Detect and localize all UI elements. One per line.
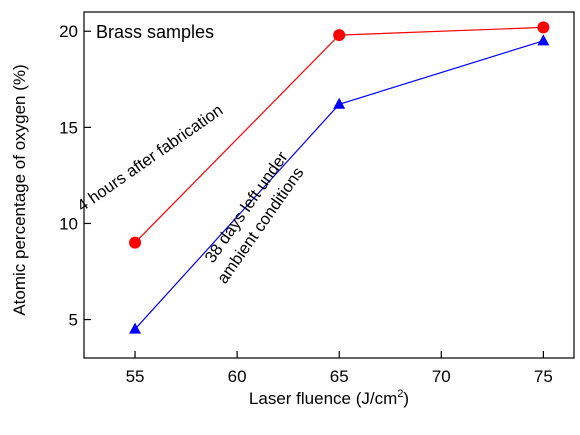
series-2-point [333,97,346,109]
x-tick-label: 55 [126,367,145,386]
y-tick-label: 20 [59,22,78,41]
x-axis-label-superscript: 2 [397,388,403,400]
series-2-line [134,40,544,330]
x-axis-ticks: 55 60 65 70 75 [126,351,553,386]
y-axis-ticks: 5 10 15 20 [59,22,91,330]
x-tick-label: 75 [534,367,553,386]
panel-label: Brass samples [96,22,214,42]
series-2-annotation: 38 days left under ambient conditions [196,145,312,287]
y-tick-label: 10 [59,214,78,233]
series-1-annotation: 4 hours after fabrication [74,101,226,215]
series-1-point [537,21,550,34]
x-axis-label-main: Laser fluence (J/cm [249,389,397,408]
series-1-point [333,29,346,42]
x-tick-label: 60 [228,367,247,386]
series-layer [129,21,550,334]
series-2-point [537,34,550,46]
x-tick-label: 70 [432,367,451,386]
x-axis-label: Laser fluence (J/cm2) [249,388,409,408]
y-axis-label: Atomic percentage of oxygen (%) [10,64,29,315]
y-tick-label: 5 [69,311,78,330]
x-tick-label: 65 [330,367,349,386]
series-2-point [129,322,142,334]
y-tick-label: 15 [59,118,78,137]
series-1-point [129,236,142,249]
x-axis-label-close: ) [403,389,409,408]
plot-frame [83,11,575,359]
